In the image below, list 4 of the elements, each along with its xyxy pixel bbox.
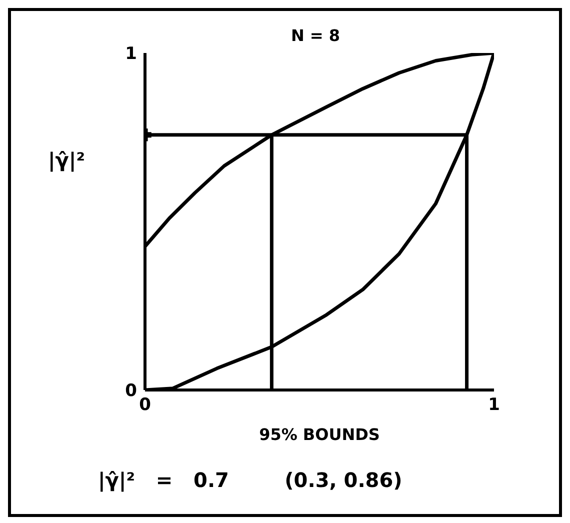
y-axis-title: |γ̂|² [48,148,85,172]
chart-title: N = 8 [290,26,342,45]
x-axis-title: 95% BOUNDS [259,425,380,444]
text: |γ̂|² = 0.7 (0.3, 0.86) [98,468,402,492]
